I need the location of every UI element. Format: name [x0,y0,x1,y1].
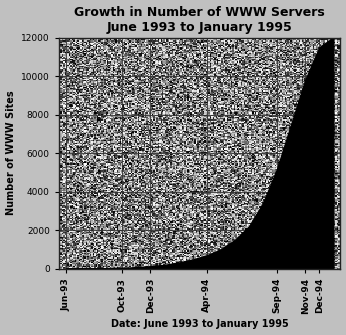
Title: Growth in Number of WWW Servers
June 1993 to January 1995: Growth in Number of WWW Servers June 199… [74,6,325,34]
Y-axis label: Number of WWW Sites: Number of WWW Sites [6,91,16,215]
X-axis label: Date: June 1993 to January 1995: Date: June 1993 to January 1995 [111,320,289,329]
